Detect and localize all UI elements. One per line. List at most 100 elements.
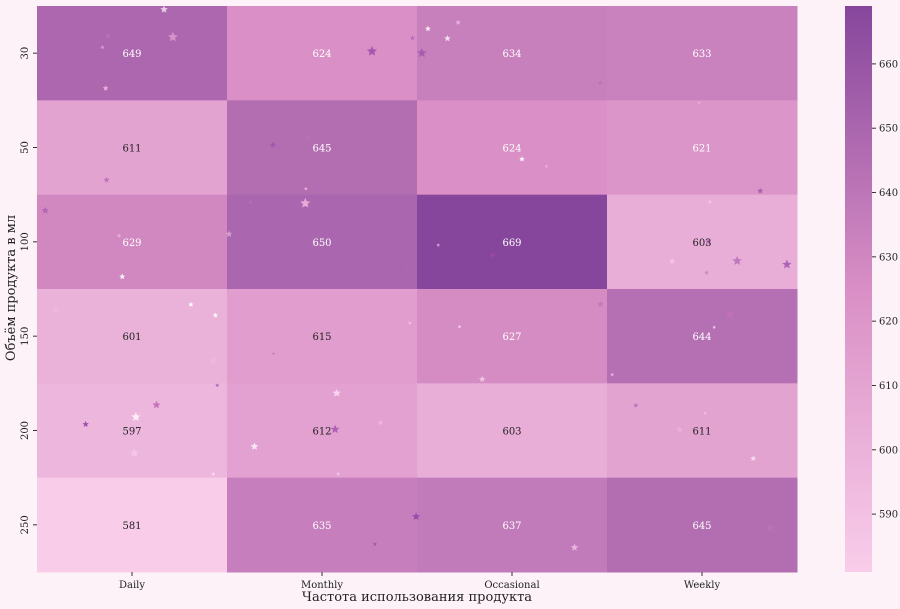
heatmap-cell xyxy=(37,289,228,384)
star-icon xyxy=(676,425,684,433)
star-icon xyxy=(271,351,276,356)
heatmap-cell xyxy=(417,194,608,290)
heatmap-cell xyxy=(607,289,798,384)
star-icon xyxy=(51,305,61,314)
cell-value-label: 633 xyxy=(692,49,711,60)
cell-value-labels: 649 624 634 633 611 645 624 621 629 650 669 603 601 6… xyxy=(122,49,711,532)
heatmap-cell xyxy=(227,6,418,101)
star-icon xyxy=(712,325,716,329)
heatmap-cell xyxy=(37,100,228,196)
colorbar-tick-label: 660 xyxy=(879,59,898,70)
heatmap-cell xyxy=(607,6,798,101)
cell-value-label: 637 xyxy=(502,521,521,532)
cell-value-label: 603 xyxy=(502,427,521,438)
star-icon xyxy=(116,233,122,238)
star-icon xyxy=(425,25,431,32)
star-icon xyxy=(782,259,792,269)
heatmap-cell xyxy=(37,194,228,290)
y-axis-ticks: 30 50 100 150 200 250 xyxy=(20,47,37,534)
cell-value-label: 644 xyxy=(692,332,711,343)
cell-value-label: 650 xyxy=(312,238,331,249)
heatmap-cell xyxy=(37,6,228,101)
star-icon xyxy=(704,270,709,275)
star-icon xyxy=(417,48,427,58)
star-icon xyxy=(305,135,311,141)
star-icon xyxy=(119,273,126,280)
cell-value-label: 627 xyxy=(502,332,521,343)
cell-value-label: 581 xyxy=(122,521,141,532)
cell-value-label: 635 xyxy=(312,521,331,532)
star-icon xyxy=(697,101,701,104)
star-icon xyxy=(366,45,378,56)
star-icon xyxy=(455,19,461,25)
star-icon xyxy=(724,308,735,319)
star-icon xyxy=(377,419,384,426)
x-tick-label: Daily xyxy=(119,580,145,591)
heatmap-cell xyxy=(227,289,418,384)
heatmap-cell xyxy=(37,383,228,479)
colorbar-tick-label: 630 xyxy=(879,252,898,263)
star-icon xyxy=(750,455,757,461)
star-icon xyxy=(757,187,764,194)
heatmap-cell xyxy=(417,477,608,573)
star-icon xyxy=(489,252,496,258)
decorative-stars xyxy=(41,5,792,551)
cell-value-label: 624 xyxy=(502,144,521,155)
colorbar-ticks: 590 600 610 620 630 640 650 660 xyxy=(872,59,898,521)
cell-value-label: 629 xyxy=(122,238,141,249)
heatmap-cell xyxy=(607,477,798,573)
star-icon xyxy=(211,471,216,476)
star-icon xyxy=(457,324,462,329)
star-icon xyxy=(765,523,775,532)
heatmap-cell xyxy=(607,100,798,196)
colorbar xyxy=(845,6,872,572)
x-tick-label: Monthly xyxy=(301,580,343,591)
colorbar-tick-label: 640 xyxy=(879,188,898,199)
colorbar-tick-label: 650 xyxy=(879,124,898,135)
heatmap-cell xyxy=(417,6,608,101)
star-icon xyxy=(41,206,49,214)
y-tick-label: 30 xyxy=(20,47,31,60)
cell-value-label: 669 xyxy=(502,238,521,249)
star-icon xyxy=(82,420,89,427)
y-tick-label: 50 xyxy=(20,141,31,154)
cell-value-label: 624 xyxy=(312,49,331,60)
cell-value-label: 634 xyxy=(502,49,521,60)
star-icon xyxy=(215,383,220,387)
cell-value-label: 649 xyxy=(122,49,141,60)
star-icon xyxy=(436,243,441,247)
star-icon xyxy=(213,420,219,426)
heatmap-cell xyxy=(607,383,798,479)
star-icon xyxy=(410,35,415,41)
y-axis-label: Объём продукта в мл xyxy=(4,215,19,361)
star-icon xyxy=(212,312,219,318)
heatmap-cell xyxy=(227,194,418,290)
star-icon xyxy=(330,424,340,434)
cell-value-label: 611 xyxy=(122,144,141,155)
star-icon xyxy=(332,388,341,397)
star-icon xyxy=(597,80,603,85)
star-icon xyxy=(248,199,253,205)
cell-value-label: 621 xyxy=(692,144,711,155)
y-tick-label: 200 xyxy=(20,421,31,440)
star-icon xyxy=(152,400,161,409)
star-icon xyxy=(137,410,145,418)
star-icon xyxy=(703,411,707,415)
heatmap-cells xyxy=(37,6,798,573)
colorbar-tick-label: 620 xyxy=(879,317,898,328)
heatmap-cell xyxy=(607,194,798,290)
x-tick-label: Weekly xyxy=(684,580,721,591)
star-icon xyxy=(633,402,639,408)
cell-value-label: 645 xyxy=(312,144,331,155)
star-icon xyxy=(707,199,713,204)
star-icon xyxy=(704,238,712,245)
y-tick-label: 150 xyxy=(20,327,31,346)
star-icon xyxy=(160,5,168,13)
star-icon xyxy=(105,32,111,39)
star-icon xyxy=(336,471,341,476)
cell-value-label: 645 xyxy=(692,521,711,532)
star-icon xyxy=(102,85,109,91)
heatmap-cell xyxy=(227,477,418,573)
cell-value-label: 615 xyxy=(312,332,331,343)
